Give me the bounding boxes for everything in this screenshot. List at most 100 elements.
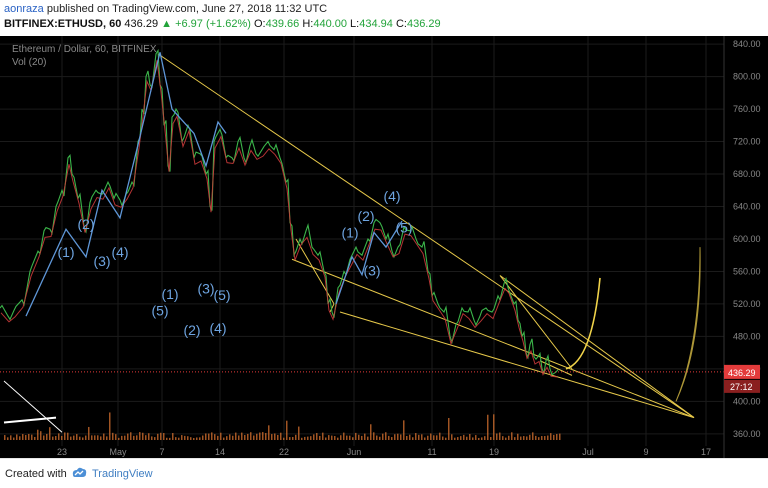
volume-bar <box>550 433 552 440</box>
volume-bar <box>100 436 102 440</box>
volume-bar <box>52 436 54 440</box>
volume-bar <box>31 434 33 440</box>
volume-bar <box>79 436 81 440</box>
volume-bar <box>88 426 90 440</box>
y-tick-label: 520.00 <box>733 299 761 309</box>
volume-bar <box>316 433 318 440</box>
volume-bar <box>439 432 441 440</box>
volume-bar <box>391 437 393 440</box>
volume-bar <box>76 434 78 440</box>
volume-bar <box>484 436 486 440</box>
volume-bar <box>304 436 306 440</box>
volume-bar <box>346 435 348 440</box>
volume-bar <box>469 434 471 440</box>
author-link[interactable]: aonraza <box>4 3 44 15</box>
volume-bar <box>220 432 222 440</box>
volume-bar <box>493 414 495 440</box>
volume-bar <box>481 437 483 440</box>
volume-bar <box>322 432 324 440</box>
price-chart[interactable]: (1)(2)(3)(4)(5)(1)(2)(3)(4)(5)(1)(2)(3)(… <box>0 36 768 458</box>
close-value: 436.29 <box>406 18 441 30</box>
volume-bar <box>157 433 159 440</box>
volume-bar <box>427 435 429 440</box>
volume-bar <box>442 436 444 440</box>
volume-bar <box>436 435 438 440</box>
volume-bar <box>301 437 303 440</box>
close-label: C: <box>395 18 407 30</box>
volume-bar <box>253 435 255 440</box>
volume-bar <box>409 434 411 440</box>
volume-bar <box>118 437 120 440</box>
volume-bar <box>196 437 198 440</box>
trendline <box>339 311 695 419</box>
axes: 360.00400.00440.00480.00520.00560.00600.… <box>57 36 761 458</box>
y-tick-label: 680.00 <box>733 169 761 179</box>
volume-bar <box>415 433 417 440</box>
countdown-tag <box>724 379 760 393</box>
volume-bar <box>172 433 174 440</box>
volume-bar <box>328 435 330 440</box>
wave-label: (2) <box>357 208 374 224</box>
volume-bar <box>367 436 369 440</box>
volume-bar <box>271 434 273 440</box>
x-tick-label: 17 <box>701 447 711 457</box>
volume-bar <box>553 434 555 440</box>
volume-bar <box>472 437 474 440</box>
volume-bar <box>226 436 228 440</box>
volume-bar <box>280 432 282 440</box>
volume-bar <box>37 429 39 440</box>
volume-bar <box>310 436 312 440</box>
volume-bar <box>22 434 24 440</box>
volume-bar <box>487 414 489 440</box>
wave-labels: (1)(2)(3)(4)(5)(1)(2)(3)(4)(5)(1)(2)(3)(… <box>57 188 412 338</box>
volume-bar <box>85 435 87 440</box>
volume-bar <box>286 420 288 440</box>
volume-bar <box>463 434 465 440</box>
chart-header: aonraza published on TradingView.com, Ju… <box>0 0 768 36</box>
wave-label: (5) <box>395 219 412 235</box>
volume-bar <box>397 433 399 440</box>
volume-bar <box>244 435 246 440</box>
volume-bar <box>205 433 207 440</box>
volume-bar <box>10 435 12 440</box>
volume-bar <box>343 432 345 440</box>
volume-bar <box>325 437 327 440</box>
volume-bar <box>49 427 51 440</box>
y-tick-label: 560.00 <box>733 266 761 276</box>
volume-bar <box>178 437 180 440</box>
volume-bar <box>382 433 384 440</box>
volume-bar <box>46 433 48 440</box>
volume-bar <box>187 436 189 440</box>
volume-bar <box>295 434 297 440</box>
price-line <box>0 48 559 376</box>
volume-bar <box>268 425 270 440</box>
wave-label: (4) <box>111 244 128 260</box>
volume-bar <box>388 435 390 440</box>
volume-bar <box>430 433 432 440</box>
price-line-red <box>0 60 558 378</box>
volume-bar <box>256 433 258 440</box>
y-tick-label: 840.00 <box>733 39 761 49</box>
y-tick-label: 480.00 <box>733 331 761 341</box>
y-tick-label: 640.00 <box>733 201 761 211</box>
volume-bar <box>277 434 279 440</box>
volume-bar <box>298 426 300 440</box>
y-tick-label: 600.00 <box>733 234 761 244</box>
volume-bar <box>289 437 291 440</box>
volume-bar <box>265 433 267 440</box>
tradingview-brand[interactable]: TradingView <box>92 468 153 480</box>
chart-area[interactable]: (1) (2) (3) (4) (5) (1) (2) (3) (4) (5) (1) (2) (3)(… <box>0 36 768 458</box>
volume-bar <box>70 436 72 440</box>
x-tick-label: 14 <box>215 447 225 457</box>
volume-bar <box>424 437 426 440</box>
volume-bar <box>307 436 309 440</box>
trendline <box>329 303 335 313</box>
volume-trendline <box>3 416 57 424</box>
low-label: L: <box>350 18 360 30</box>
tradingview-logo-icon[interactable] <box>70 466 88 480</box>
volume-bar <box>154 437 156 440</box>
volume-bar <box>250 432 252 440</box>
wave-path-2 <box>335 220 403 305</box>
volume-bar <box>64 432 66 440</box>
volume-bar <box>478 437 480 440</box>
